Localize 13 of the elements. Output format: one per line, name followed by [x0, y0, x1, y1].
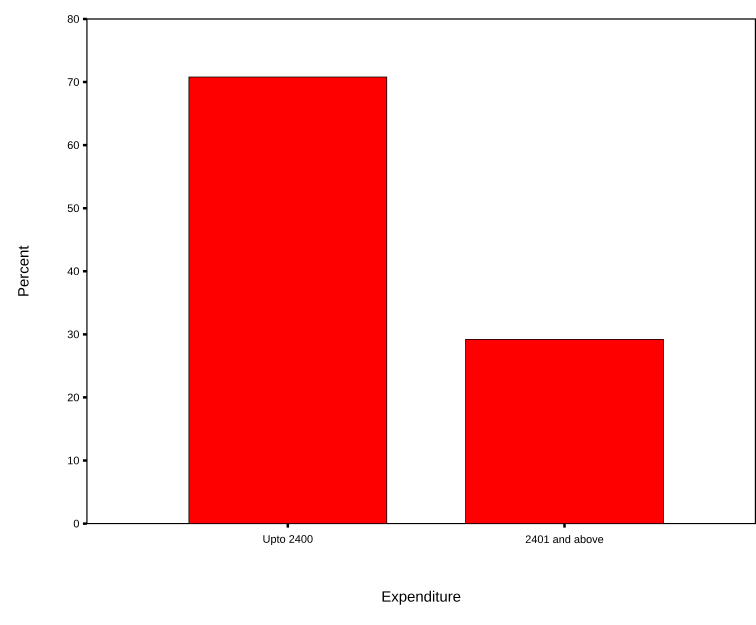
- y-tick-label: 80: [68, 15, 79, 24]
- y-tick-label: 10: [68, 456, 79, 465]
- y-tick-label: 20: [68, 394, 79, 402]
- y-tick-label: 40: [67, 268, 79, 276]
- y-tick-label: 50: [68, 204, 79, 212]
- y-tick-label: 0: [74, 520, 79, 528]
- y-tick-label: 30: [68, 330, 79, 338]
- x-axis-title: Expenditure: [382, 591, 460, 605]
- y-axis-title: Percent: [18, 246, 29, 296]
- y-tick-label: 60: [68, 142, 79, 150]
- y-tick-label: 70: [68, 78, 79, 86]
- x-tick-label: 2401 and above: [526, 535, 604, 544]
- x-tick-label: Upto 2400: [263, 535, 313, 546]
